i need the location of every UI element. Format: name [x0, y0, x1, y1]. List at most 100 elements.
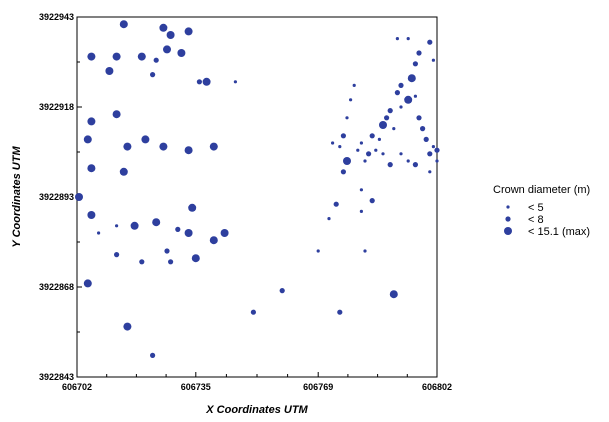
data-point	[389, 290, 398, 299]
data-point	[352, 83, 356, 87]
data-point	[337, 309, 343, 315]
legend-marker	[505, 216, 511, 222]
y-axis-title: Y Coordinates UTM	[11, 146, 23, 248]
data-point	[119, 20, 128, 29]
data-point	[369, 198, 375, 204]
data-point	[159, 142, 168, 151]
data-point	[123, 142, 132, 151]
data-point	[141, 135, 150, 144]
data-point	[359, 209, 363, 213]
data-point	[163, 45, 171, 54]
data-point	[123, 322, 132, 331]
data-point	[119, 167, 128, 176]
data-point	[184, 27, 193, 36]
data-point	[191, 254, 200, 263]
data-point	[333, 201, 339, 207]
data-point	[196, 79, 202, 85]
data-point	[412, 162, 418, 168]
y-tick-label: 3922893	[39, 192, 74, 202]
data-point	[184, 146, 193, 155]
data-point	[423, 136, 429, 142]
data-point	[377, 137, 381, 141]
data-point	[345, 116, 349, 120]
data-point	[175, 226, 181, 232]
data-point	[416, 115, 422, 121]
data-point	[250, 309, 256, 315]
data-point	[379, 121, 387, 129]
data-point	[316, 249, 320, 253]
data-point	[83, 279, 92, 288]
data-point	[392, 127, 396, 131]
legend-label: < 15.1 (max)	[528, 226, 590, 238]
data-point	[164, 248, 170, 254]
data-point	[399, 105, 403, 109]
data-point	[369, 133, 375, 139]
data-point	[75, 193, 83, 201]
data-point	[434, 147, 440, 153]
scatter-points	[75, 20, 440, 358]
data-point	[220, 229, 229, 237]
data-point	[416, 50, 422, 56]
data-point	[150, 72, 156, 78]
data-point	[398, 82, 404, 88]
legend-marker	[504, 227, 512, 235]
data-point	[130, 221, 139, 230]
data-point	[209, 236, 218, 245]
data-point	[431, 145, 435, 149]
data-point	[87, 211, 96, 219]
data-point	[188, 203, 197, 212]
data-point	[150, 352, 156, 358]
plot-area-frame	[76, 16, 438, 378]
data-point	[387, 162, 393, 168]
data-point	[168, 259, 174, 265]
data-point	[395, 37, 399, 41]
data-point	[139, 259, 145, 265]
data-point	[340, 169, 346, 175]
data-point	[233, 80, 237, 84]
data-point	[349, 98, 353, 102]
data-point	[115, 224, 119, 228]
data-point	[87, 117, 96, 126]
data-point	[112, 52, 121, 61]
legend-marker	[506, 205, 510, 209]
data-point	[327, 217, 331, 221]
x-tick-label: 606702	[62, 382, 92, 392]
data-point	[359, 141, 363, 145]
data-point	[97, 231, 101, 235]
data-point	[420, 126, 426, 132]
data-point	[363, 159, 367, 163]
data-point	[427, 39, 433, 45]
data-point	[153, 57, 159, 63]
data-point	[363, 249, 367, 253]
y-tick-label: 3922918	[39, 102, 74, 112]
data-point	[406, 159, 410, 163]
legend-entries: < 5< 8< 15.1 (max)	[504, 202, 590, 238]
data-point	[428, 170, 432, 174]
data-point	[83, 135, 92, 144]
data-point	[366, 151, 372, 157]
x-axis-title: X Coordinates UTM	[205, 404, 308, 416]
data-point	[413, 94, 417, 98]
y-tick-label: 3922843	[39, 372, 74, 382]
data-point	[384, 115, 390, 121]
data-point	[431, 58, 435, 62]
data-point	[166, 31, 175, 39]
data-point	[177, 49, 186, 57]
legend-label: < 5	[528, 202, 544, 214]
data-point	[340, 133, 346, 139]
data-point	[152, 218, 161, 227]
x-tick-label: 606802	[422, 382, 452, 392]
x-axis: 606702 606735 606769 606802	[62, 372, 452, 392]
data-point	[435, 159, 439, 163]
data-point	[114, 252, 120, 258]
data-point	[381, 152, 385, 156]
data-point	[406, 37, 410, 41]
data-point	[404, 95, 413, 104]
data-point	[412, 61, 418, 67]
y-tick-label: 3922943	[39, 12, 74, 22]
data-point	[87, 164, 96, 173]
data-point	[343, 157, 351, 165]
data-point	[105, 67, 114, 75]
data-point	[137, 52, 146, 61]
